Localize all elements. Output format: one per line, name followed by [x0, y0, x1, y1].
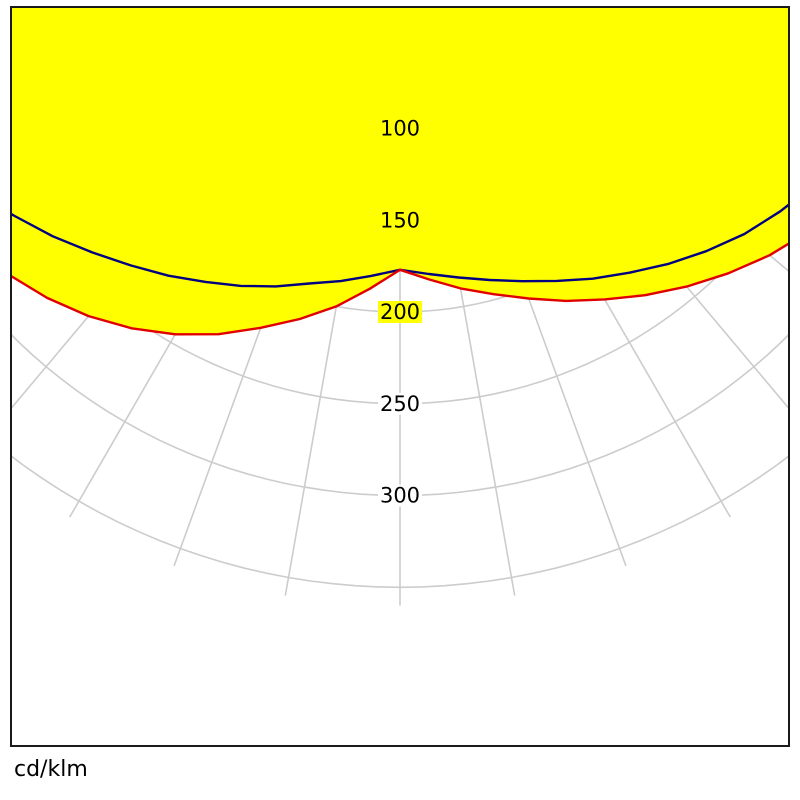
radial-tick-labels: 100 150 200 250 300 [378, 117, 422, 508]
distribution-curves [12, 203, 788, 336]
unit-label: cd/klm [14, 757, 88, 782]
plot-frame: 100 150 200 250 300 [10, 6, 790, 747]
radial-tick-label-backdrop [378, 117, 422, 140]
radial-tick-label: 250 [380, 392, 420, 416]
radial-tick-label-backdrop [378, 209, 422, 232]
distribution-fill-area [12, 8, 788, 335]
radial-tick-label: 300 [380, 484, 420, 508]
radial-tick-label: 200 [380, 300, 420, 324]
radial-tick-label: 100 [380, 117, 420, 141]
radial-tick-label: 150 [380, 208, 420, 232]
radial-tick-label-backdrop [378, 392, 422, 415]
radial-tick-label-backdrop [378, 301, 422, 323]
radial-tick-label-backdrop [378, 484, 422, 507]
polar-plot: 100 150 200 250 300 [12, 8, 788, 606]
